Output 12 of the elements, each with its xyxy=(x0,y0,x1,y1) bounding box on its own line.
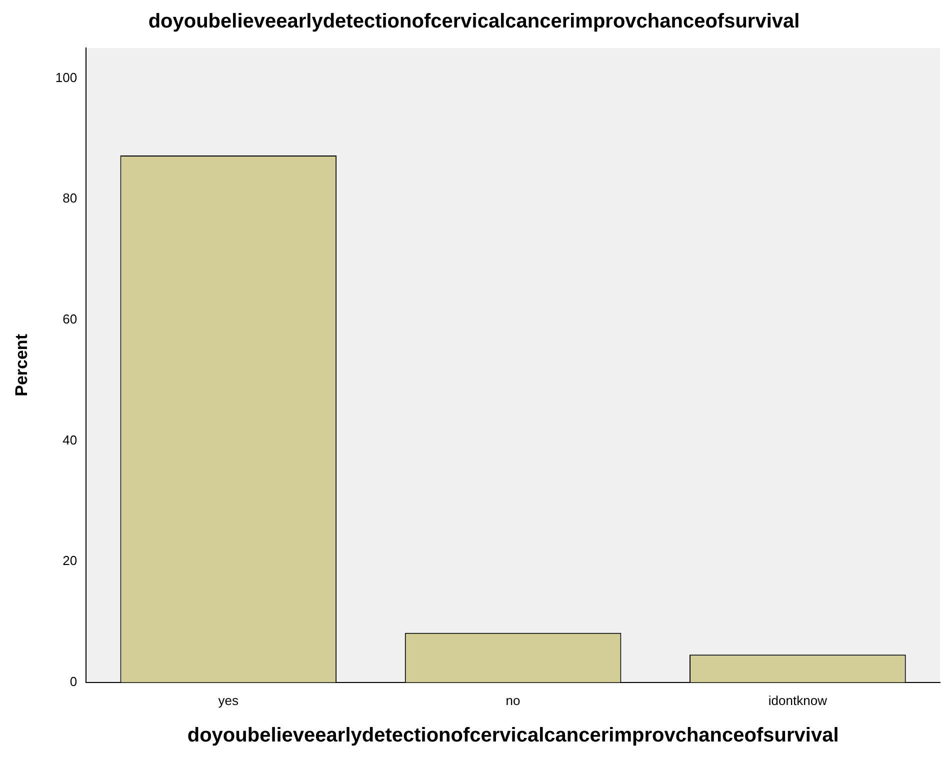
x-tick-label: yes xyxy=(218,692,240,708)
y-axis-title: Percent xyxy=(12,334,31,396)
y-tick-label: 80 xyxy=(62,190,78,206)
y-tick-label: 100 xyxy=(55,70,78,85)
x-tick-label: no xyxy=(506,692,520,708)
y-tick-label: 60 xyxy=(62,311,78,326)
y-tick-label: 20 xyxy=(62,553,78,568)
y-tick-label: 0 xyxy=(70,674,78,689)
x-tick-label: idontknow xyxy=(768,692,828,708)
chart-title: doyoubelieveearlydetectionofcervicalcancerimprovchanceofsurvival xyxy=(148,10,800,33)
y-tick-label: 40 xyxy=(62,432,78,448)
x-axis-title: doyoubelieveearlydetectionofcervicalcancerimprovchanceofsurvival xyxy=(187,724,839,747)
